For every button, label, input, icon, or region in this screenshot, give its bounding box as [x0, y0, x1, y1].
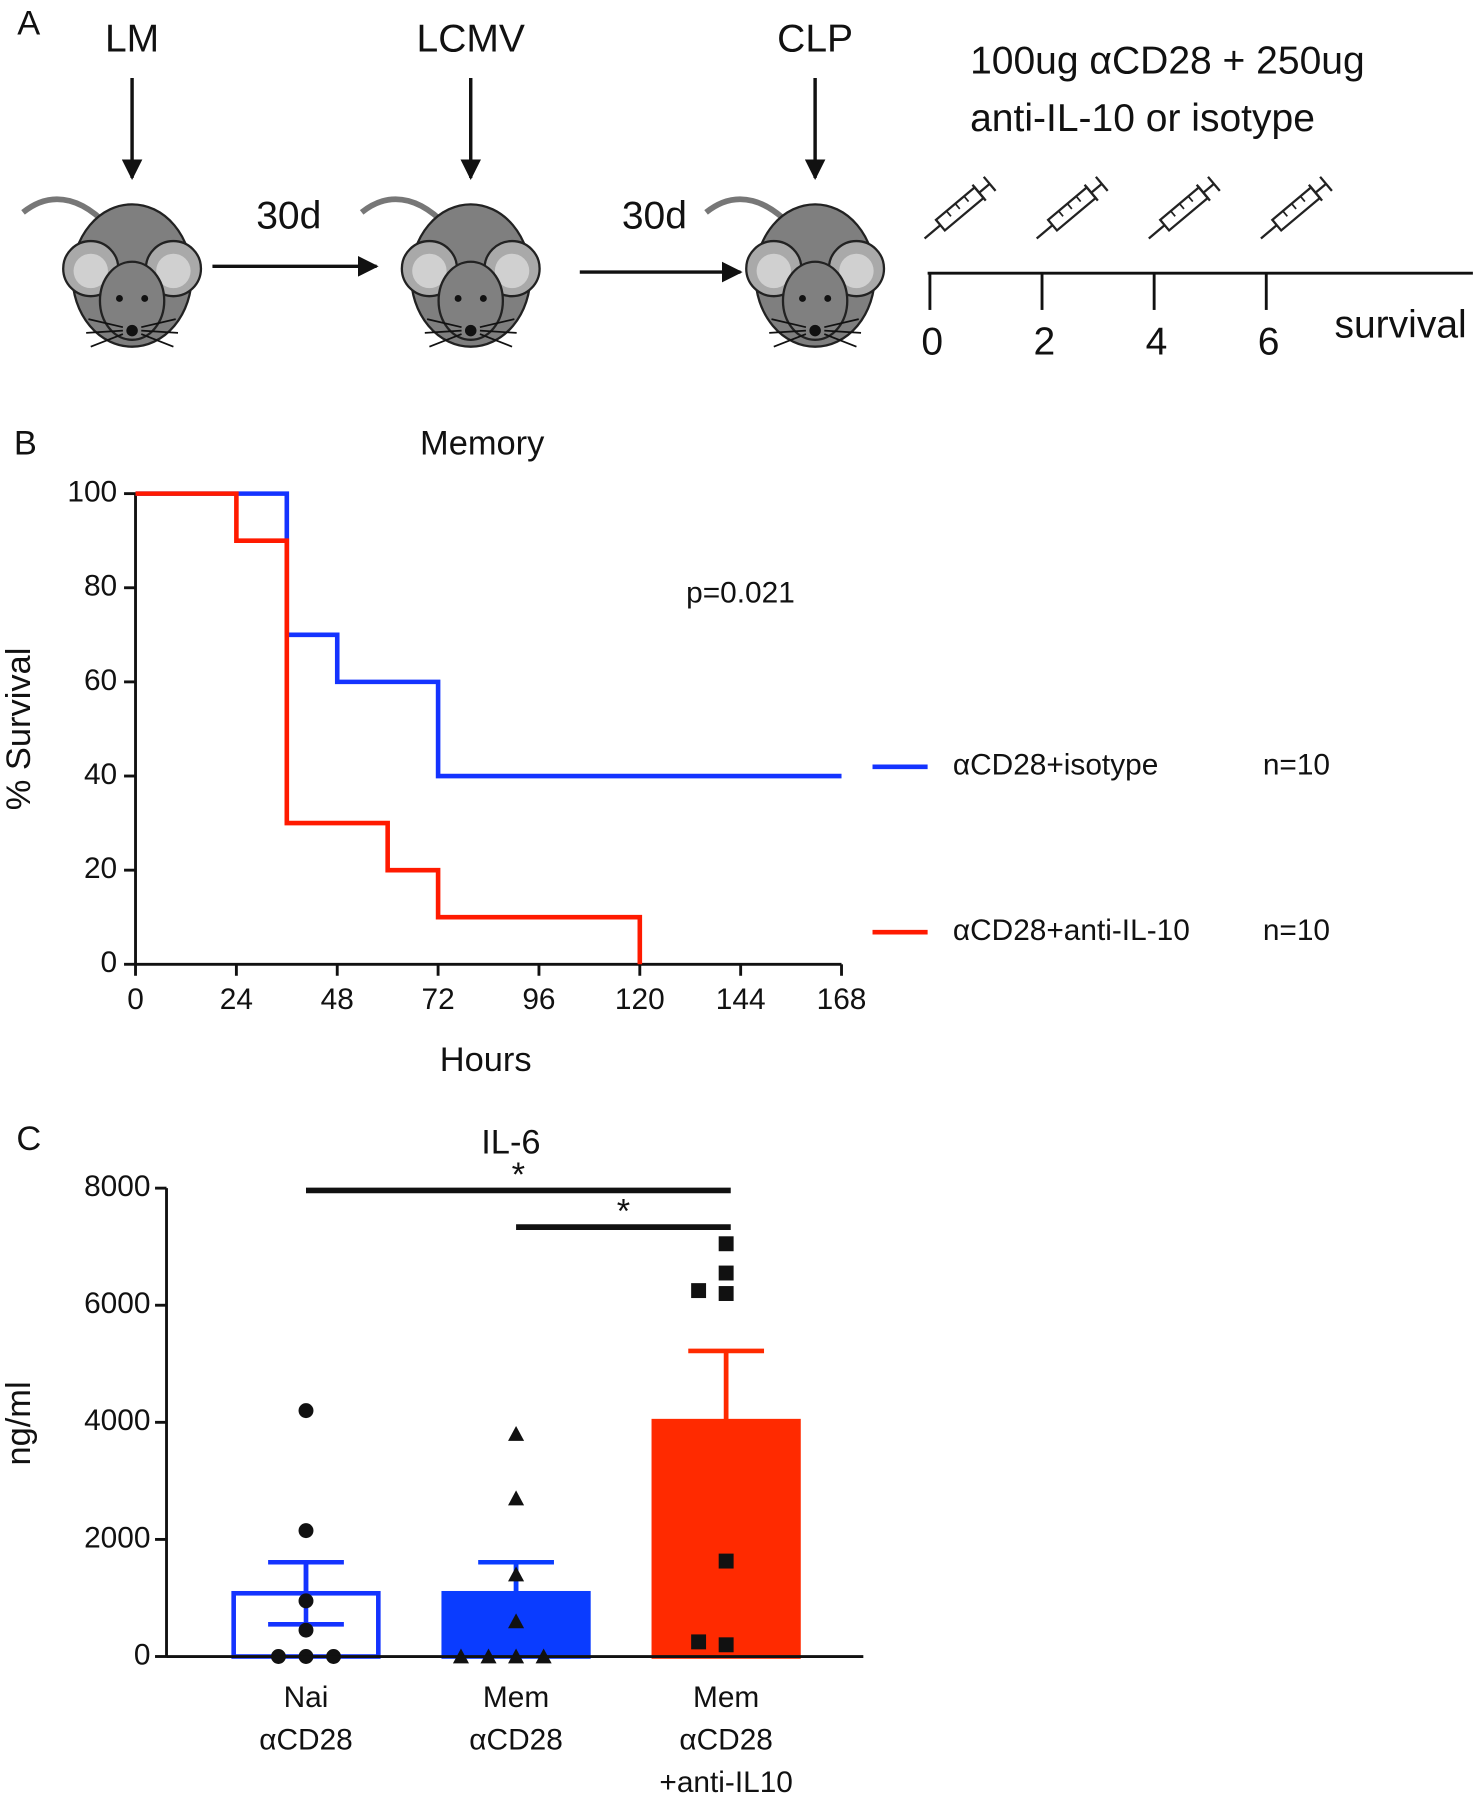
data-point	[508, 1425, 525, 1441]
data-point	[691, 1283, 707, 1299]
chart-title: Memory	[420, 425, 545, 463]
timeline-tick-label: 2	[1033, 321, 1055, 364]
data-point	[718, 1286, 734, 1301]
x-tick-label: +anti-IL10	[659, 1766, 793, 1799]
data-point	[298, 1622, 314, 1638]
legend-n: n=10	[1263, 914, 1330, 947]
y-tick-label: 0	[101, 946, 118, 979]
panel-label: B	[14, 425, 37, 463]
treatment-text: 100ug αCD28 + 250ug	[970, 39, 1365, 82]
legend-n: n=10	[1263, 749, 1330, 782]
syringe-icon	[916, 174, 998, 248]
treatment-text: anti-IL-10 or isotype	[970, 97, 1315, 140]
timeline-end: survival	[1334, 303, 1466, 346]
y-tick-label: 8000	[84, 1170, 150, 1203]
x-tick-label: 120	[615, 983, 665, 1016]
data-point	[298, 1523, 314, 1539]
timeline-tick-label: 6	[1258, 321, 1280, 364]
panel-label: C	[16, 1120, 41, 1158]
syringe-icon	[1141, 174, 1222, 248]
data-point	[718, 1637, 734, 1653]
x-tick-label: 24	[220, 983, 253, 1016]
x-tick-label: 144	[716, 983, 766, 1016]
bar	[651, 1418, 801, 1659]
y-tick-label: 20	[84, 852, 117, 885]
x-tick-label: αCD28	[259, 1723, 353, 1756]
mouse-icon	[362, 199, 540, 346]
timeline-tick-label: 0	[921, 321, 943, 364]
data-point	[718, 1236, 734, 1252]
x-axis-label: Hours	[440, 1041, 532, 1079]
significance-label: *	[512, 1156, 525, 1194]
x-tick-label: 48	[321, 983, 354, 1016]
x-tick-label: αCD28	[679, 1723, 773, 1756]
legend-label: αCD28+anti-IL-10	[953, 914, 1190, 947]
legend-label: αCD28+isotype	[953, 749, 1158, 782]
data-point	[508, 1613, 525, 1629]
x-tick-label: Mem	[693, 1681, 759, 1714]
y-tick-label: 60	[84, 664, 117, 697]
survival-line	[135, 491, 643, 965]
panel-label: A	[17, 4, 40, 42]
y-tick-label: 6000	[84, 1287, 150, 1320]
annotation: p=0.021	[686, 577, 795, 610]
data-point	[508, 1490, 525, 1506]
data-point	[508, 1566, 525, 1582]
data-point	[691, 1634, 707, 1650]
data-point	[298, 1403, 314, 1419]
y-tick-label: 0	[134, 1638, 151, 1671]
y-axis-label: % Survival	[0, 648, 38, 811]
x-tick-label: 168	[817, 983, 867, 1016]
interval-label: 30d	[622, 194, 687, 237]
syringe-icon	[1028, 174, 1110, 248]
data-point	[718, 1265, 734, 1281]
y-tick-label: 4000	[84, 1404, 150, 1437]
interval-label: 30d	[256, 194, 321, 237]
y-tick-label: 100	[67, 475, 117, 508]
y-tick-label: 40	[84, 758, 117, 791]
chart-title: IL-6	[481, 1124, 540, 1162]
x-tick-label: 0	[127, 983, 144, 1016]
x-tick-label: αCD28	[469, 1723, 563, 1756]
data-point	[718, 1553, 734, 1569]
timeline-tick-label: 4	[1146, 321, 1168, 364]
syringe-icon	[1253, 174, 1334, 248]
stage-label: LCMV	[417, 18, 525, 61]
stage-label: CLP	[777, 18, 853, 61]
stage-label: LM	[105, 18, 159, 61]
data-point	[298, 1593, 314, 1609]
significance-label: *	[617, 1192, 630, 1230]
x-tick-label: 72	[422, 983, 455, 1016]
y-tick-label: 80	[84, 570, 117, 603]
x-tick-label: Nai	[284, 1681, 329, 1714]
y-tick-label: 2000	[84, 1521, 150, 1554]
survival-line	[135, 491, 842, 779]
x-tick-label: 96	[522, 983, 555, 1016]
mouse-icon	[23, 199, 201, 346]
y-axis-label: ng/ml	[0, 1381, 38, 1465]
x-tick-label: Mem	[483, 1681, 549, 1714]
